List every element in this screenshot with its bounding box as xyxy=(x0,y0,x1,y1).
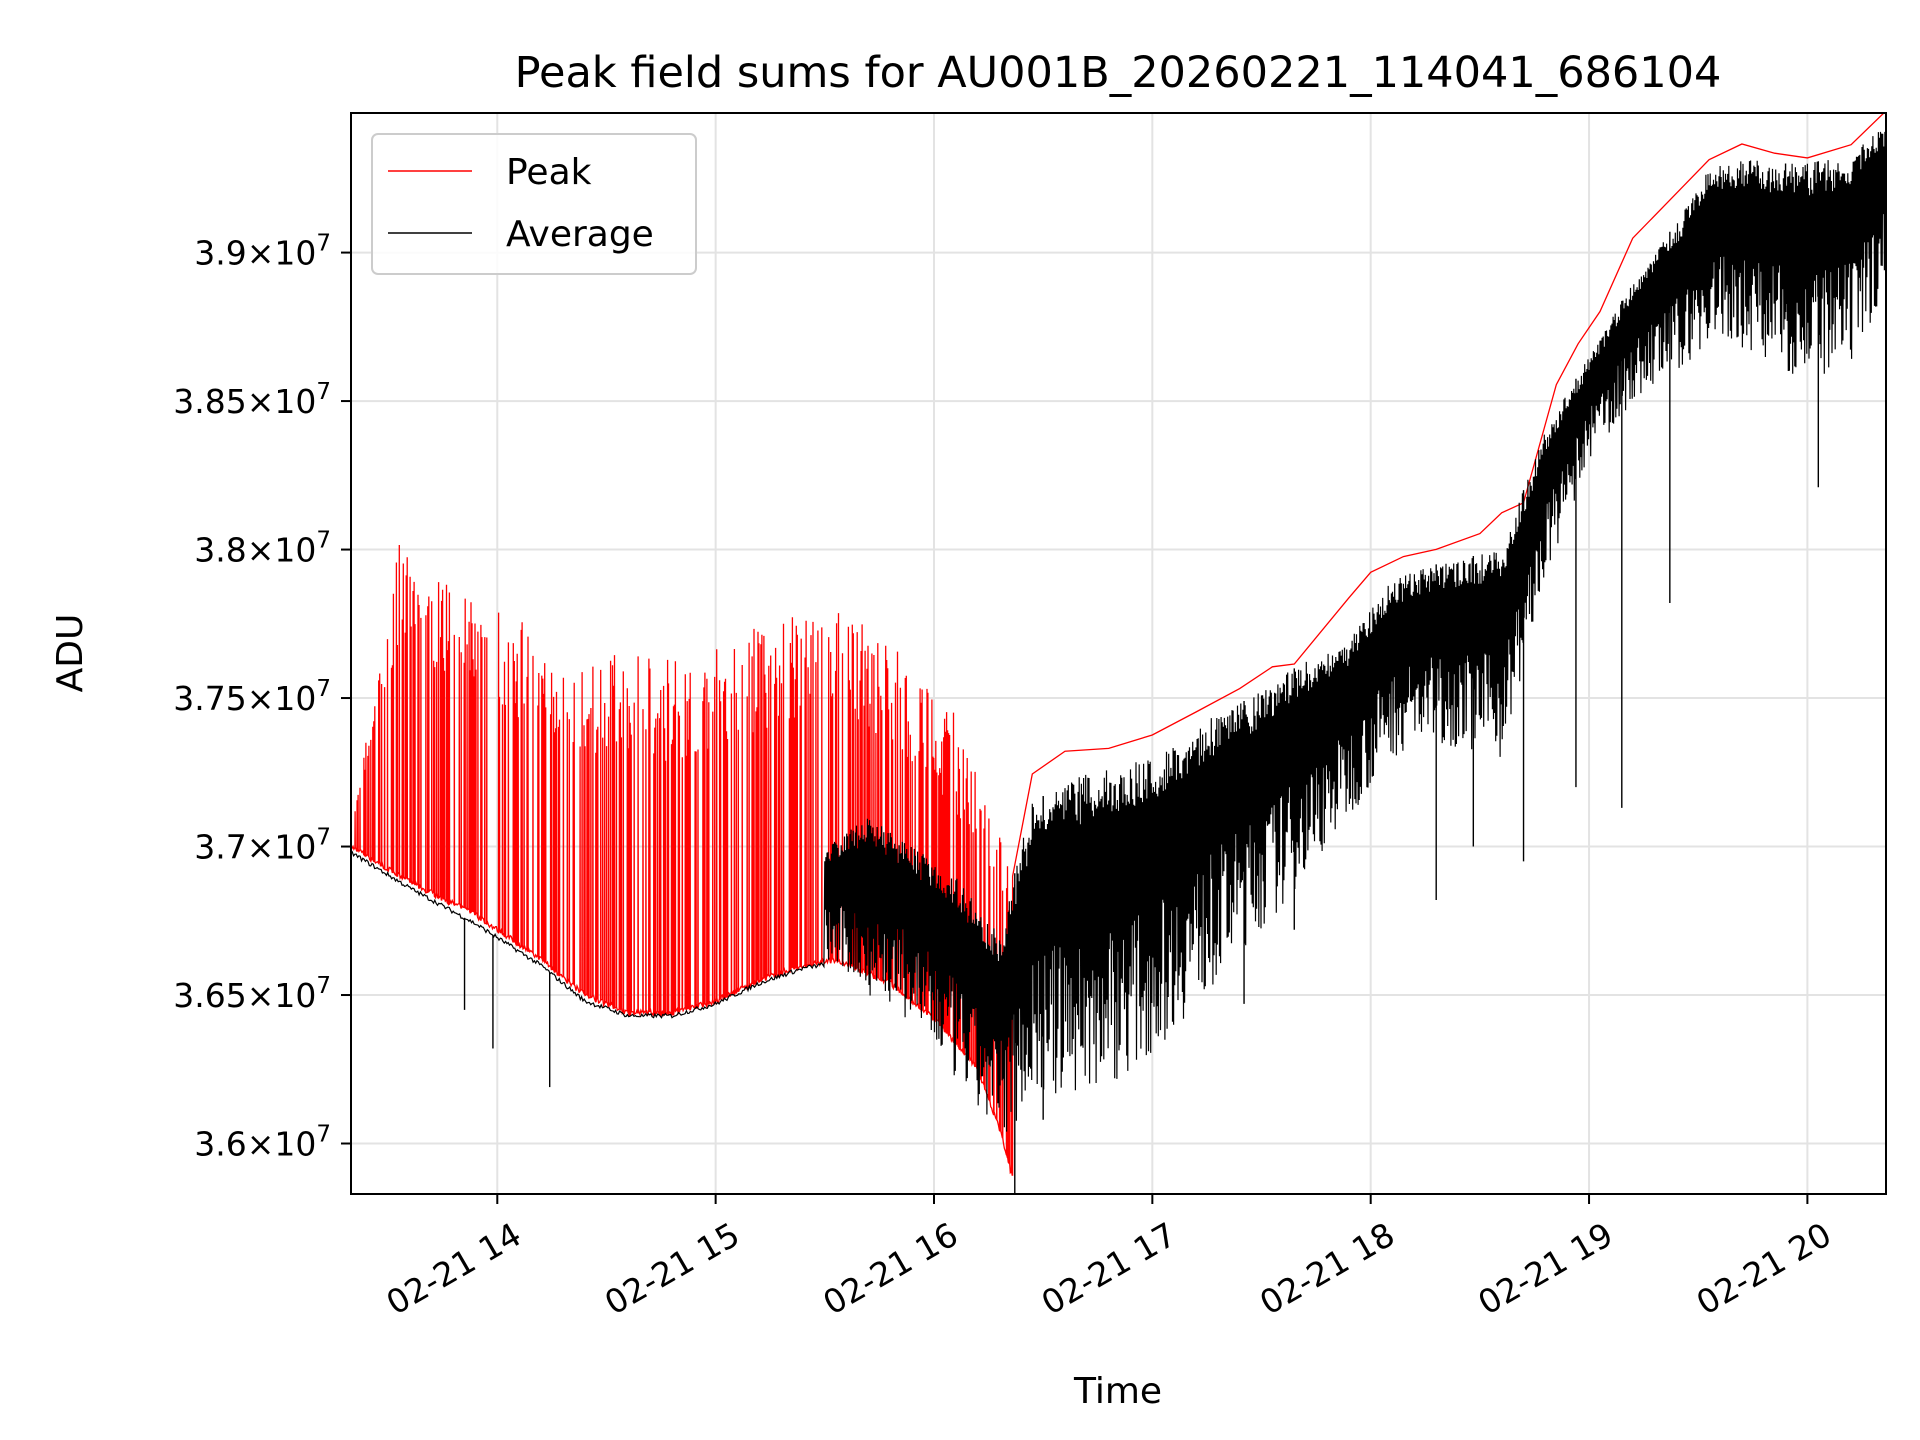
legend-average-label: Average xyxy=(506,214,654,255)
y-axis-ticks: 3.6×107 3.65×107 3.7×107 3.75×107 3.8×107 3.8… xyxy=(173,231,351,1164)
legend-peak-label: Peak xyxy=(506,152,592,193)
y-axis-label: ADU xyxy=(50,614,91,693)
chart-title: Peak field sums for AU001B_20260221_1140… xyxy=(515,48,1722,98)
y-tick-label: 3.8×107 xyxy=(194,528,331,570)
y-tick-label: 3.9×107 xyxy=(194,231,331,273)
series-peak-line xyxy=(351,113,1885,1176)
y-tick-label: 3.75×107 xyxy=(173,676,331,718)
x-axis-label: Time xyxy=(1073,1371,1162,1412)
legend: Peak Average xyxy=(371,133,697,275)
y-tick-label: 3.85×107 xyxy=(173,379,331,421)
legend-box xyxy=(371,133,697,275)
plot-frame xyxy=(350,112,1887,1195)
y-tick-label: 3.65×107 xyxy=(173,973,331,1015)
series-layer xyxy=(351,113,1886,1194)
y-tick-label: 3.6×107 xyxy=(194,1122,331,1164)
series-average-line xyxy=(351,131,1886,1132)
y-tick-label: 3.7×107 xyxy=(194,825,331,867)
